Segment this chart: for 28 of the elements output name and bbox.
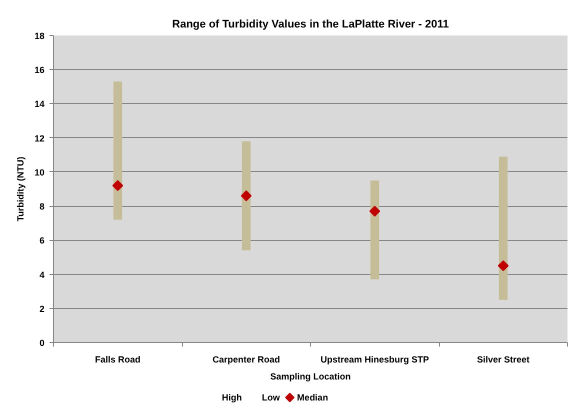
legend-label: Median <box>297 392 328 402</box>
y-tick-label: 10 <box>34 167 45 178</box>
y-tick-label: 16 <box>34 65 45 76</box>
y-tick-label: 2 <box>39 304 45 314</box>
x-tick-label: Upstream Hinesburg STP <box>320 354 430 364</box>
x-tick-label: Silver Street <box>476 354 530 364</box>
x-tick-label: Carpenter Road <box>212 354 280 364</box>
y-tick-label: 14 <box>34 99 45 110</box>
y-tick-label: 0 <box>39 338 45 348</box>
bar <box>498 156 508 300</box>
text: Low <box>262 392 281 402</box>
bar <box>113 82 122 220</box>
y-tick-label: 12 <box>34 133 45 144</box>
bar <box>242 141 251 250</box>
bar <box>370 180 380 280</box>
y-axis-title: Turbidity (NTU) <box>15 156 26 222</box>
chart-title: Range of Turbidity Values in the LaPlatte River - 2011 <box>172 18 449 30</box>
y-tick-label: 8 <box>39 202 45 212</box>
point <box>369 206 380 217</box>
text: High <box>222 392 242 402</box>
point <box>240 190 252 202</box>
point <box>498 260 509 272</box>
x-tick-label: Falls Road <box>94 354 141 364</box>
point <box>112 180 124 192</box>
y-tick-label: 4 <box>39 270 45 280</box>
y-tick-label: 6 <box>39 236 45 246</box>
y-tick-label: 18 <box>34 31 45 41</box>
x-axis-title: Sampling Location <box>270 372 351 382</box>
